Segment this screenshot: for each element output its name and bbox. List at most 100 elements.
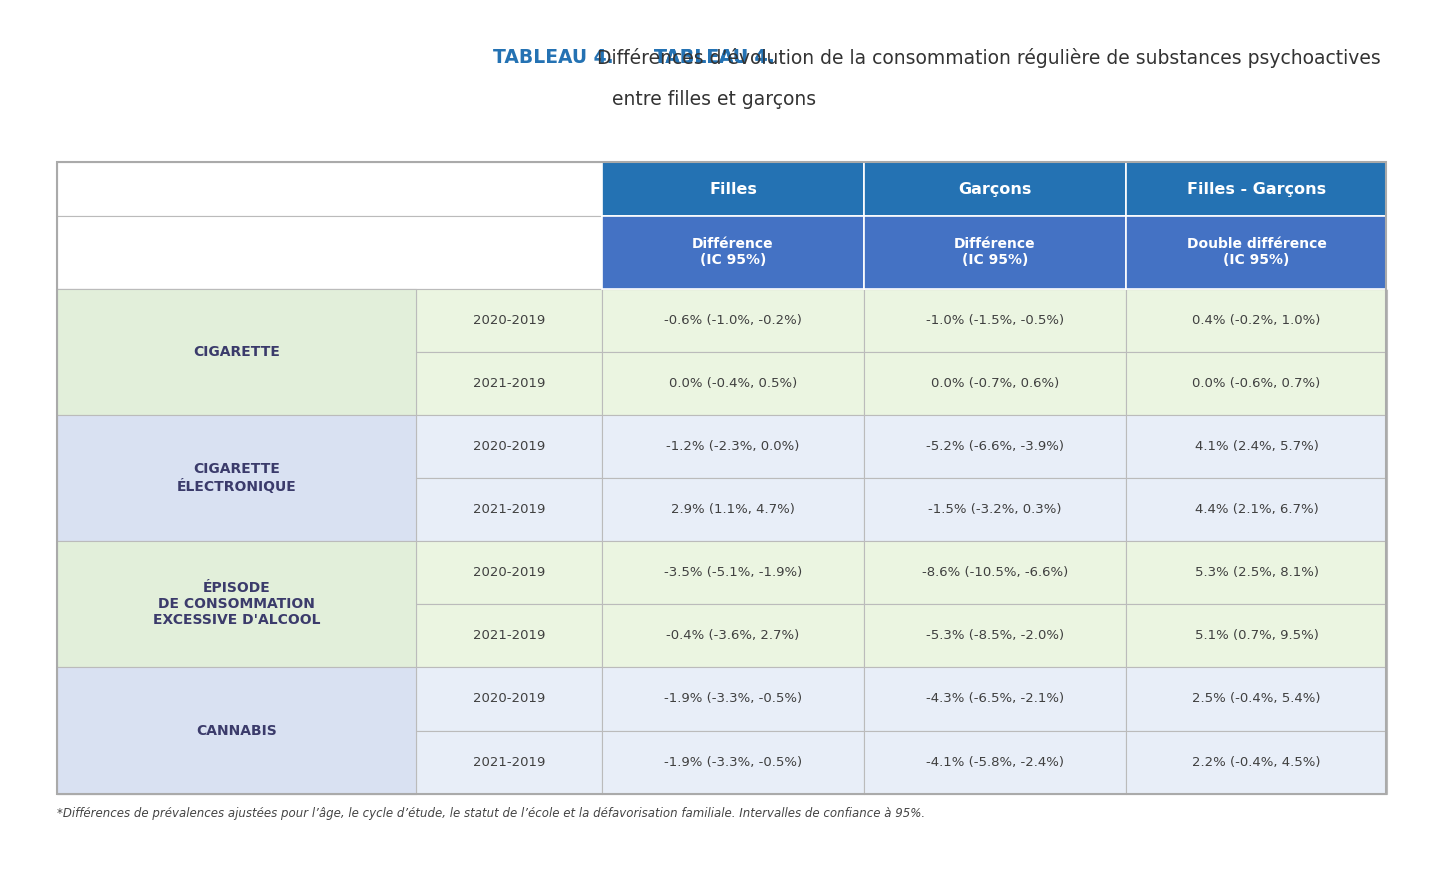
Bar: [416, 415, 602, 478]
Bar: [602, 541, 865, 604]
Text: 4.4% (2.1%, 6.7%): 4.4% (2.1%, 6.7%): [1195, 503, 1319, 516]
Text: 2021-2019: 2021-2019: [473, 377, 546, 389]
Text: Filles: Filles: [709, 182, 757, 196]
Bar: [602, 352, 865, 415]
Bar: [416, 541, 602, 604]
Text: 0.0% (-0.7%, 0.6%): 0.0% (-0.7%, 0.6%): [930, 377, 1059, 389]
Bar: [57, 541, 416, 667]
Bar: [57, 162, 602, 216]
Bar: [57, 216, 602, 289]
Text: -1.2% (-2.3%, 0.0%): -1.2% (-2.3%, 0.0%): [666, 440, 800, 453]
Bar: [57, 478, 416, 541]
Bar: [865, 667, 1126, 731]
Bar: [865, 352, 1126, 415]
Text: CIGARETTE
ÉLECTRONIQUE: CIGARETTE ÉLECTRONIQUE: [177, 462, 296, 494]
Bar: [1126, 731, 1388, 794]
Bar: [57, 162, 1386, 794]
Bar: [1126, 478, 1388, 541]
Text: Différence
(IC 95%): Différence (IC 95%): [955, 237, 1036, 267]
Text: -1.9% (-3.3%, -0.5%): -1.9% (-3.3%, -0.5%): [664, 693, 802, 705]
Text: Filles - Garçons: Filles - Garçons: [1187, 182, 1326, 196]
Bar: [57, 667, 416, 731]
Text: 0.4% (-0.2%, 1.0%): 0.4% (-0.2%, 1.0%): [1192, 314, 1320, 326]
Text: TABLEAU 4.: TABLEAU 4.: [493, 48, 613, 68]
Text: 2020-2019: 2020-2019: [473, 693, 544, 705]
Text: -0.6% (-1.0%, -0.2%): -0.6% (-1.0%, -0.2%): [664, 314, 802, 326]
Bar: [602, 731, 865, 794]
Bar: [1126, 541, 1388, 604]
Bar: [1126, 667, 1388, 731]
Text: -0.4% (-3.6%, 2.7%): -0.4% (-3.6%, 2.7%): [666, 630, 800, 642]
Bar: [57, 604, 416, 667]
Bar: [416, 352, 602, 415]
Bar: [602, 216, 865, 289]
Text: TABLEAU 4.: TABLEAU 4.: [654, 48, 775, 68]
Text: 2020-2019: 2020-2019: [473, 567, 544, 579]
Text: entre filles et garçons: entre filles et garçons: [613, 90, 816, 110]
Text: 5.1% (0.7%, 9.5%): 5.1% (0.7%, 9.5%): [1195, 630, 1319, 642]
Text: Différence
(IC 95%): Différence (IC 95%): [692, 237, 773, 267]
Text: 0.0% (-0.4%, 0.5%): 0.0% (-0.4%, 0.5%): [669, 377, 797, 389]
Bar: [865, 541, 1126, 604]
Text: -8.6% (-10.5%, -6.6%): -8.6% (-10.5%, -6.6%): [922, 567, 1067, 579]
Bar: [865, 162, 1126, 216]
Text: 2.2% (-0.4%, 4.5%): 2.2% (-0.4%, 4.5%): [1192, 756, 1320, 768]
Text: CIGARETTE: CIGARETTE: [193, 345, 280, 359]
Text: *Différences de prévalences ajustées pour l’âge, le cycle d’étude, le statut de : *Différences de prévalences ajustées pou…: [57, 807, 926, 820]
Bar: [57, 415, 416, 541]
Text: Double différence
(IC 95%): Double différence (IC 95%): [1186, 237, 1326, 267]
Bar: [1126, 415, 1388, 478]
Bar: [57, 415, 416, 478]
Text: -4.1% (-5.8%, -2.4%): -4.1% (-5.8%, -2.4%): [926, 756, 1063, 768]
Bar: [1126, 216, 1388, 289]
Bar: [602, 604, 865, 667]
Text: 4.1% (2.4%, 5.7%): 4.1% (2.4%, 5.7%): [1195, 440, 1319, 453]
Text: ÉPISODE
DE CONSOMMATION
EXCESSIVE D'ALCOOL: ÉPISODE DE CONSOMMATION EXCESSIVE D'ALCO…: [153, 581, 320, 627]
Bar: [1126, 162, 1388, 216]
Bar: [865, 216, 1126, 289]
Text: -4.3% (-6.5%, -2.1%): -4.3% (-6.5%, -2.1%): [926, 693, 1063, 705]
Bar: [416, 604, 602, 667]
Text: 2021-2019: 2021-2019: [473, 503, 546, 516]
Text: 5.3% (2.5%, 8.1%): 5.3% (2.5%, 8.1%): [1195, 567, 1319, 579]
Bar: [865, 604, 1126, 667]
Bar: [602, 289, 865, 352]
Bar: [865, 731, 1126, 794]
Bar: [57, 352, 416, 415]
Bar: [57, 289, 416, 352]
Bar: [1126, 289, 1388, 352]
Text: -1.5% (-3.2%, 0.3%): -1.5% (-3.2%, 0.3%): [927, 503, 1062, 516]
Bar: [865, 415, 1126, 478]
Bar: [416, 731, 602, 794]
Text: TABLEAU 4.: TABLEAU 4.: [654, 48, 775, 68]
Bar: [57, 289, 416, 415]
Bar: [1126, 352, 1388, 415]
Bar: [416, 478, 602, 541]
Text: -3.5% (-5.1%, -1.9%): -3.5% (-5.1%, -1.9%): [664, 567, 802, 579]
Text: 2021-2019: 2021-2019: [473, 756, 546, 768]
Text: 2.9% (1.1%, 4.7%): 2.9% (1.1%, 4.7%): [672, 503, 795, 516]
Text: -1.0% (-1.5%, -0.5%): -1.0% (-1.5%, -0.5%): [926, 314, 1063, 326]
Bar: [416, 667, 602, 731]
Text: -5.3% (-8.5%, -2.0%): -5.3% (-8.5%, -2.0%): [926, 630, 1063, 642]
Text: CANNABIS: CANNABIS: [196, 724, 277, 738]
Bar: [865, 289, 1126, 352]
Bar: [865, 478, 1126, 541]
Bar: [1126, 604, 1388, 667]
Bar: [602, 162, 865, 216]
Text: 2021-2019: 2021-2019: [473, 630, 546, 642]
Bar: [602, 667, 865, 731]
Text: 2020-2019: 2020-2019: [473, 314, 544, 326]
Text: 2020-2019: 2020-2019: [473, 440, 544, 453]
Text: 0.0% (-0.6%, 0.7%): 0.0% (-0.6%, 0.7%): [1192, 377, 1320, 389]
Text: 2.5% (-0.4%, 5.4%): 2.5% (-0.4%, 5.4%): [1192, 693, 1320, 705]
Text: -5.2% (-6.6%, -3.9%): -5.2% (-6.6%, -3.9%): [926, 440, 1063, 453]
Bar: [57, 541, 416, 604]
Text: -1.9% (-3.3%, -0.5%): -1.9% (-3.3%, -0.5%): [664, 756, 802, 768]
Bar: [57, 731, 416, 794]
Text: Différences d’évolution de la consommation régulière de substances psychoactives: Différences d’évolution de la consommati…: [597, 48, 1380, 68]
Bar: [602, 415, 865, 478]
Bar: [416, 289, 602, 352]
Bar: [57, 667, 416, 794]
Bar: [602, 478, 865, 541]
